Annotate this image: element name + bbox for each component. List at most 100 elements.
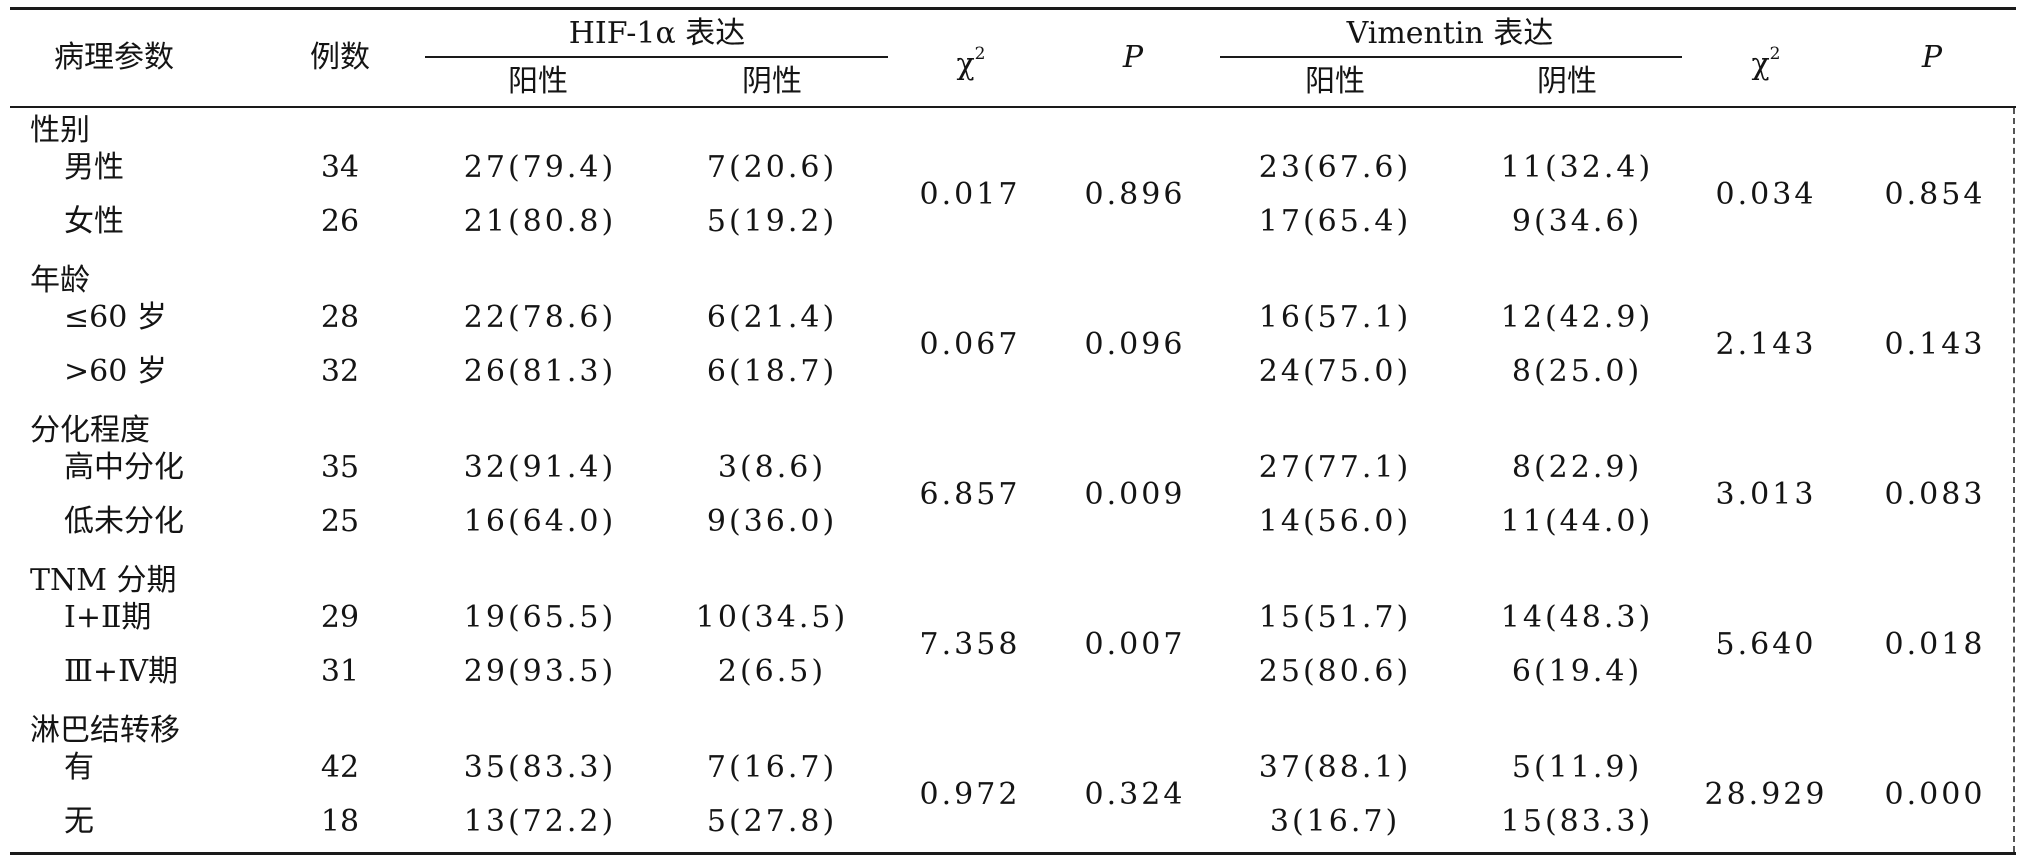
case-count-cell: 28: [320, 300, 360, 335]
header-p-hif: P: [1122, 40, 1144, 75]
p-value-hif-cell: 0.009: [1084, 477, 1186, 512]
right-dashed-border: [2013, 108, 2015, 852]
hif-positive-cell: 22(78.6): [463, 300, 617, 335]
case-count-cell: 32: [320, 354, 360, 389]
hif-positive-cell: 35(83.3): [463, 750, 617, 785]
vim-positive-cell: 25(80.6): [1258, 654, 1412, 689]
header-p-vim: P: [1921, 40, 1943, 75]
header-chi-square-hif: χ2: [956, 44, 986, 82]
chi-square-hif-cell: 6.857: [919, 477, 1021, 512]
row-label: 男性: [64, 150, 124, 185]
chi-square-vim-cell: 3.013: [1715, 477, 1817, 512]
p-value-hif-cell: 0.007: [1084, 627, 1186, 662]
vim-negative-cell: 14(48.3): [1500, 600, 1654, 635]
p-value-vim-cell: 0.143: [1884, 327, 1986, 362]
hif-negative-cell: 10(34.5): [695, 600, 849, 635]
header-vimentin-expression: Vimentin 表达: [1346, 16, 1554, 51]
chi-square-hif-cell: 0.972: [919, 777, 1021, 812]
row-label: 女性: [64, 204, 124, 239]
hif-negative-cell: 6(21.4): [706, 300, 838, 335]
hif-positive-cell: 13(72.2): [463, 804, 617, 839]
group-label: TNM 分期: [30, 563, 177, 598]
row-label: Ⅲ+Ⅳ期: [64, 654, 179, 689]
header-vim-positive: 阳性: [1305, 64, 1365, 99]
vim-positive-cell: 37(88.1): [1258, 750, 1412, 785]
vim-negative-cell: 15(83.3): [1500, 804, 1654, 839]
chi-square-hif-cell: 0.067: [919, 327, 1021, 362]
chi-square-vim-cell: 0.034: [1715, 177, 1817, 212]
vim-group-underline: [1220, 56, 1682, 58]
chi-square-vim-cell: 5.640: [1715, 627, 1817, 662]
vim-positive-cell: 17(65.4): [1258, 204, 1412, 239]
hif-positive-cell: 27(79.4): [463, 150, 617, 185]
hif-negative-cell: 9(36.0): [706, 504, 838, 539]
hif-positive-cell: 21(80.8): [463, 204, 617, 239]
hif-negative-cell: 3(8.6): [717, 450, 827, 485]
hif-negative-cell: 7(20.6): [706, 150, 838, 185]
p-value-vim-cell: 0.083: [1884, 477, 1986, 512]
case-count-cell: 35: [320, 450, 360, 485]
chi-square-vim-cell: 2.143: [1715, 327, 1817, 362]
vim-positive-cell: 14(56.0): [1258, 504, 1412, 539]
vim-negative-cell: 12(42.9): [1500, 300, 1654, 335]
group-label: 年龄: [30, 263, 90, 298]
vim-negative-cell: 11(32.4): [1500, 150, 1654, 185]
header-hif-expression: HIF-1α 表达: [568, 16, 746, 51]
case-count-cell: 18: [320, 804, 360, 839]
case-count-cell: 31: [320, 654, 360, 689]
vim-positive-cell: 16(57.1): [1258, 300, 1412, 335]
vim-negative-cell: 5(11.9): [1511, 750, 1643, 785]
hif-negative-cell: 5(27.8): [706, 804, 838, 839]
hif-group-underline: [425, 56, 888, 58]
hif-negative-cell: 5(19.2): [706, 204, 838, 239]
hif-positive-cell: 16(64.0): [463, 504, 617, 539]
p-value-vim-cell: 0.000: [1884, 777, 1986, 812]
hif-negative-cell: 7(16.7): [706, 750, 838, 785]
bottom-rule: [10, 852, 2016, 855]
vim-positive-cell: 27(77.1): [1258, 450, 1412, 485]
vim-negative-cell: 6(19.4): [1511, 654, 1643, 689]
header-pathology-parameter: 病理参数: [54, 40, 174, 75]
p-value-hif-cell: 0.096: [1084, 327, 1186, 362]
header-case-count: 例数: [310, 40, 370, 75]
p-value-vim-cell: 0.854: [1884, 177, 1986, 212]
group-label: 性别: [30, 113, 90, 148]
header-chi-square-vim: χ2: [1751, 44, 1781, 82]
hif-positive-cell: 29(93.5): [463, 654, 617, 689]
row-label: ≤60 岁: [64, 300, 167, 335]
header-hif-positive: 阳性: [508, 64, 568, 99]
row-label: 无: [64, 804, 94, 839]
case-count-cell: 34: [320, 150, 360, 185]
p-value-vim-cell: 0.018: [1884, 627, 1986, 662]
case-count-cell: 26: [320, 204, 360, 239]
chi-square-vim-cell: 28.929: [1704, 777, 1828, 812]
vim-negative-cell: 9(34.6): [1511, 204, 1643, 239]
row-label: 高中分化: [64, 450, 184, 485]
row-label: 有: [64, 750, 94, 785]
case-count-cell: 29: [320, 600, 360, 635]
vim-positive-cell: 24(75.0): [1258, 354, 1412, 389]
case-count-cell: 25: [320, 504, 360, 539]
vim-positive-cell: 3(16.7): [1269, 804, 1401, 839]
vim-negative-cell: 8(22.9): [1511, 450, 1643, 485]
vim-positive-cell: 15(51.7): [1258, 600, 1412, 635]
p-value-hif-cell: 0.324: [1084, 777, 1186, 812]
group-label: 淋巴结转移: [30, 713, 180, 748]
case-count-cell: 42: [320, 750, 360, 785]
row-label: 低未分化: [64, 504, 184, 539]
header-vim-negative: 阴性: [1537, 64, 1597, 99]
chi-square-hif-cell: 7.358: [919, 627, 1021, 662]
hif-negative-cell: 6(18.7): [706, 354, 838, 389]
p-value-hif-cell: 0.896: [1084, 177, 1186, 212]
hif-positive-cell: 26(81.3): [463, 354, 617, 389]
vim-negative-cell: 8(25.0): [1511, 354, 1643, 389]
hif-negative-cell: 2(6.5): [717, 654, 827, 689]
hif-positive-cell: 19(65.5): [463, 600, 617, 635]
vim-negative-cell: 11(44.0): [1500, 504, 1654, 539]
vim-positive-cell: 23(67.6): [1258, 150, 1412, 185]
chi-square-hif-cell: 0.017: [919, 177, 1021, 212]
row-label: Ⅰ+Ⅱ期: [64, 600, 152, 635]
row-label: >60 岁: [64, 354, 167, 389]
header-rule: [10, 106, 2016, 108]
